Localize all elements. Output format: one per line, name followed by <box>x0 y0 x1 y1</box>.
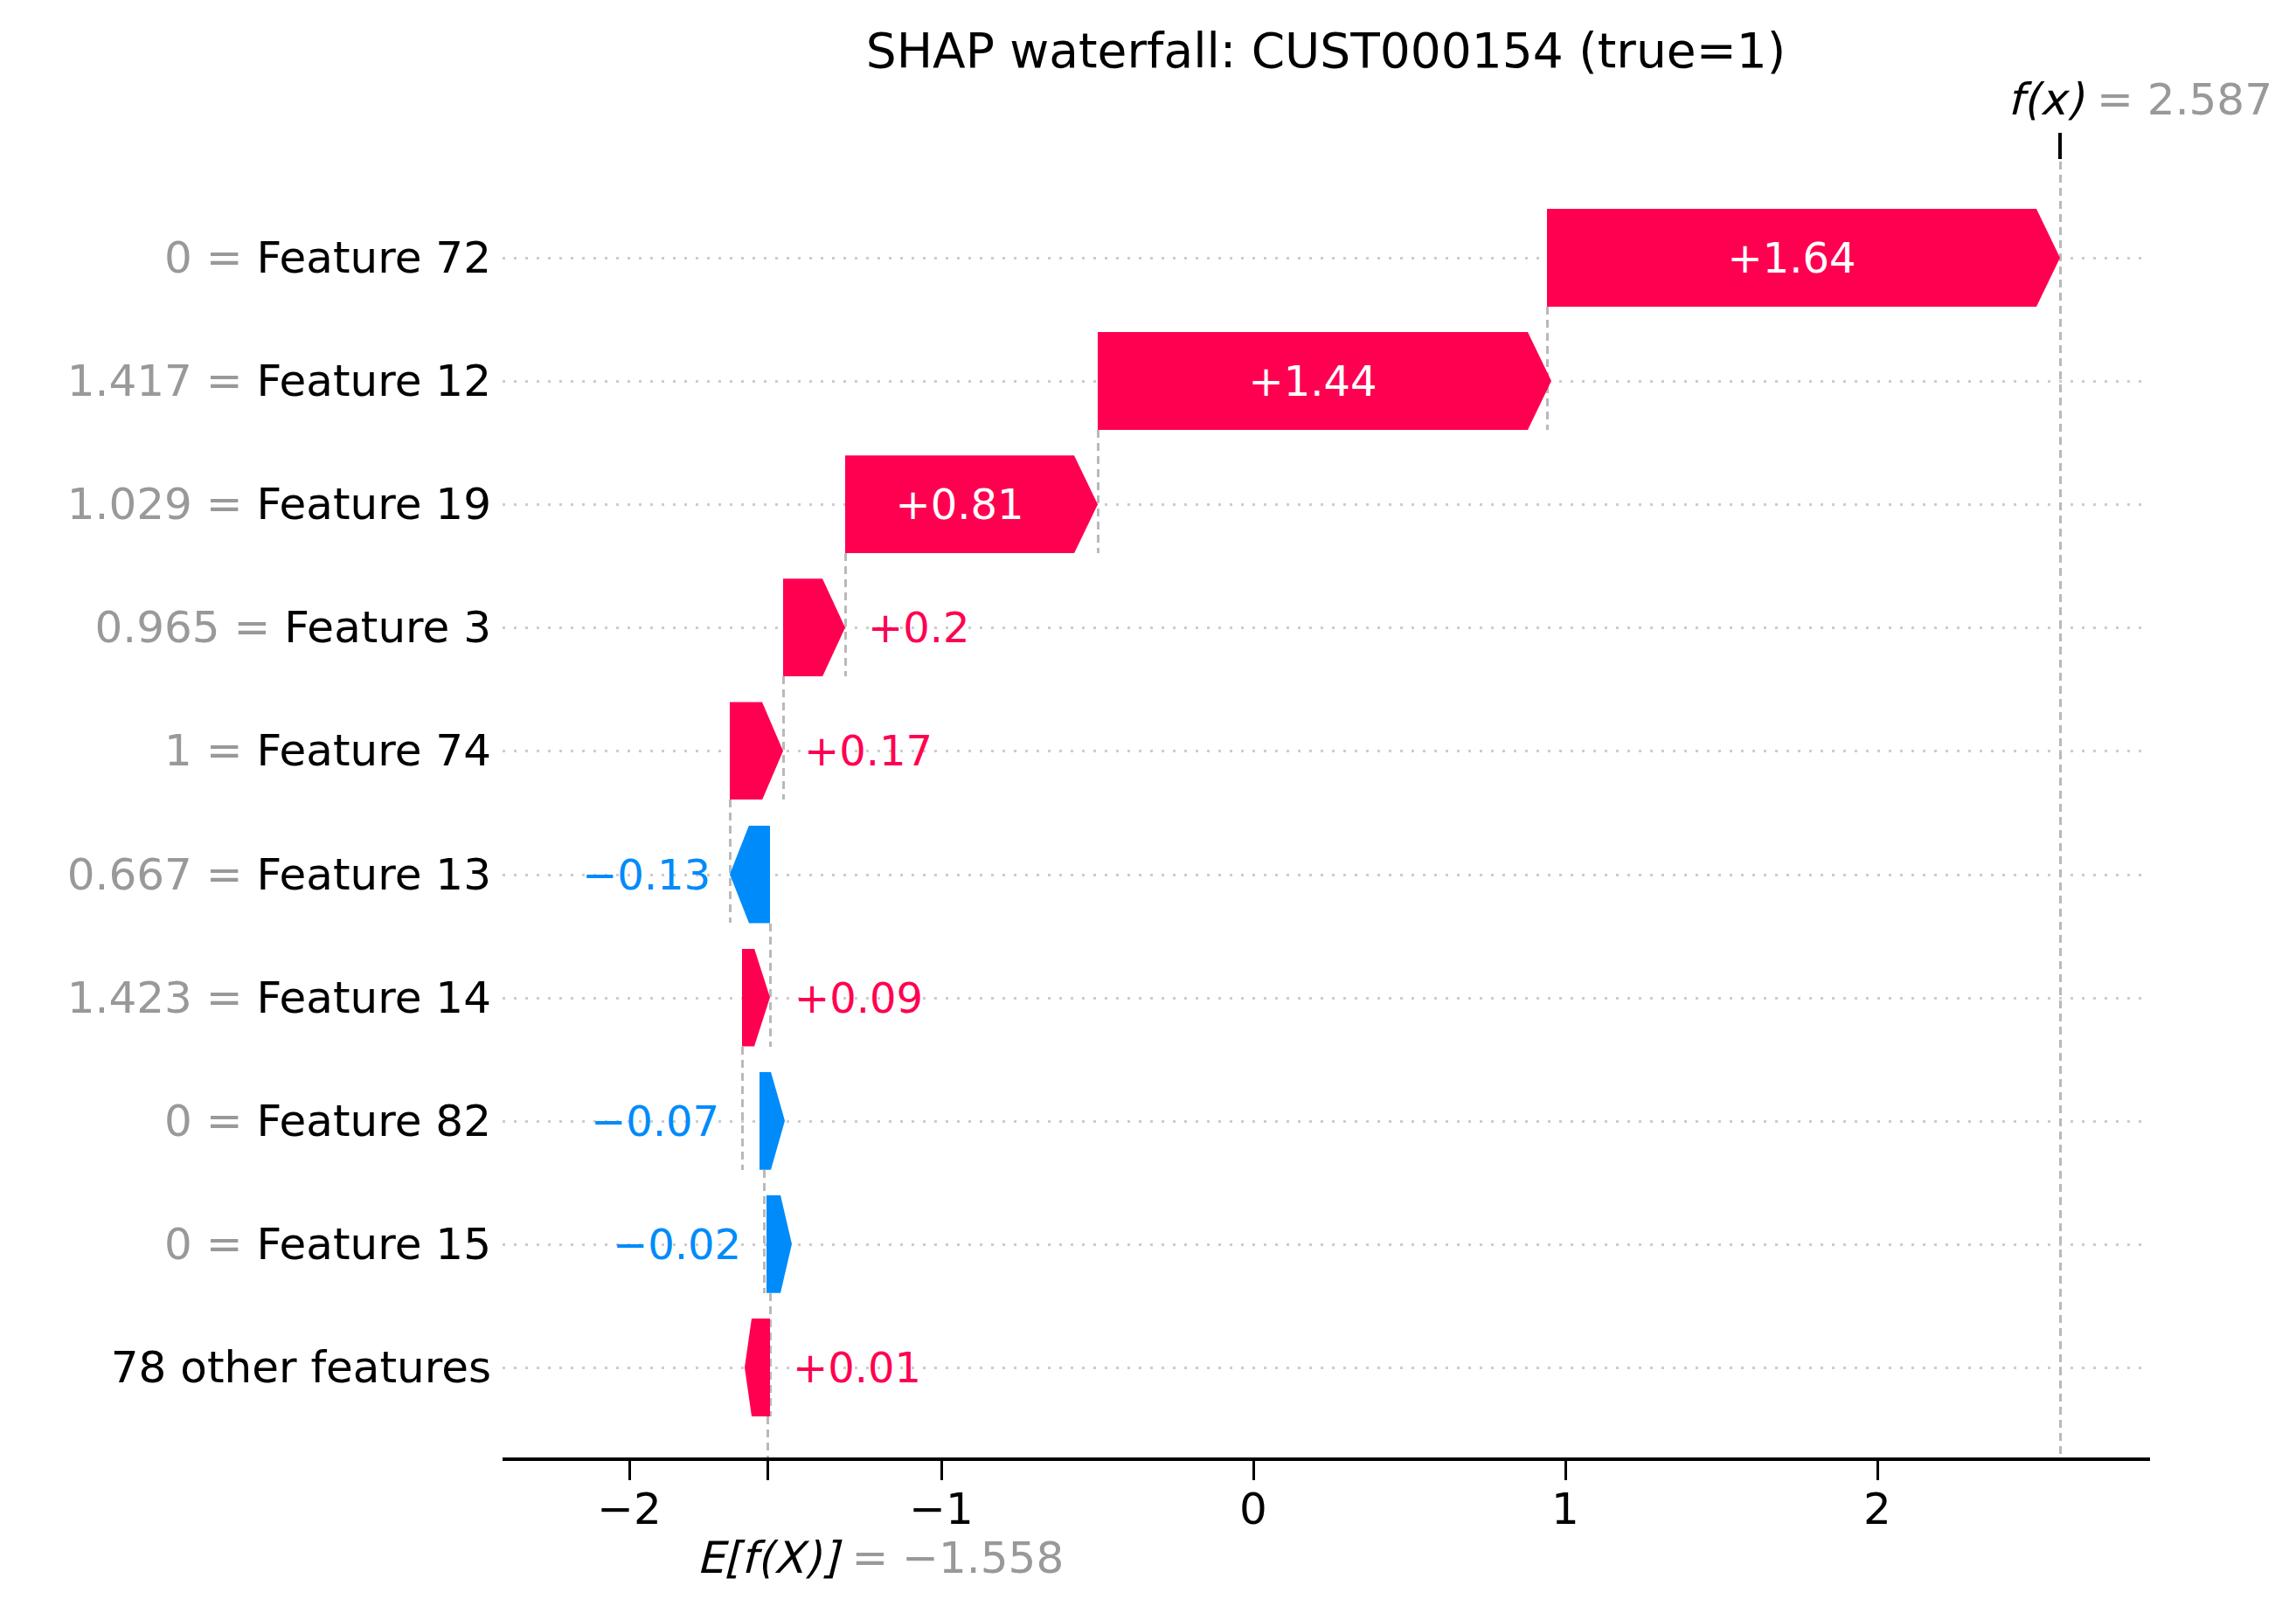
waterfall-bar-feature-82 <box>760 1072 785 1170</box>
fx-annotation: f(x) = 2.587 <box>2008 74 2272 125</box>
bar-value-label: −0.02 <box>613 1220 741 1269</box>
feature-name-text: 78 other features <box>111 1342 491 1393</box>
feature-value-text: 1.417 = <box>67 356 257 406</box>
feature-tick-label: 78 other features <box>0 1342 491 1393</box>
bar-connector-line <box>763 1170 766 1293</box>
x-axis-tick-label: 1 <box>1551 1484 1579 1534</box>
expected-value-annotation: E[f(X)] = −1.558 <box>697 1533 1064 1583</box>
fx-annotation-symbol: f(x) <box>2008 74 2083 125</box>
feature-value-text: 0.667 = <box>67 849 257 900</box>
feature-name-text: Feature 12 <box>257 356 491 406</box>
fx-tick <box>2058 133 2062 159</box>
feature-name-text: Feature 3 <box>284 602 491 653</box>
expected-value-dashed-line <box>766 1416 769 1459</box>
waterfall-bar-feature-3 <box>783 578 845 676</box>
feature-tick-label: 1.423 = Feature 14 <box>0 973 491 1023</box>
x-axis-tick-label: 2 <box>1863 1484 1891 1534</box>
feature-name-text: Feature 13 <box>257 849 491 900</box>
row-gridline <box>503 503 2146 506</box>
bar-connector-line <box>741 1047 744 1170</box>
x-axis-tick-label: 0 <box>1239 1484 1267 1534</box>
x-axis-tick-label: −2 <box>597 1484 662 1534</box>
bar-value-label: +0.81 <box>895 480 1023 529</box>
row-gridline <box>503 1120 2146 1123</box>
bar-connector-line <box>844 553 847 676</box>
feature-name-text: Feature 74 <box>257 725 491 776</box>
feature-tick-label: 0 = Feature 72 <box>0 232 491 283</box>
feature-value-text: 0 = <box>164 1096 257 1146</box>
feature-value-text: 1.029 = <box>67 479 257 530</box>
waterfall-bar-feature-15 <box>766 1195 792 1293</box>
row-gridline <box>503 626 2146 629</box>
feature-name-text: Feature 14 <box>257 973 491 1023</box>
bar-value-label: +1.44 <box>1248 357 1377 405</box>
row-gridline <box>503 1243 2146 1246</box>
bar-connector-line <box>782 676 785 800</box>
feature-tick-label: 0.667 = Feature 13 <box>0 849 491 900</box>
bar-value-label: +0.01 <box>793 1343 921 1392</box>
x-axis-tick <box>628 1461 631 1480</box>
feature-name-text: Feature 15 <box>257 1219 491 1270</box>
fx-annotation-value: = 2.587 <box>2083 74 2272 125</box>
bar-value-label: +1.64 <box>1727 233 1856 282</box>
feature-name-text: Feature 82 <box>257 1096 491 1146</box>
bar-connector-line <box>1097 430 1099 553</box>
feature-tick-label: 1 = Feature 74 <box>0 725 491 776</box>
x-axis-tick <box>1876 1461 1879 1480</box>
shap-waterfall-chart: SHAP waterfall: CUST000154 (true=1) f(x)… <box>0 0 2296 1606</box>
expected-value-number: = −1.558 <box>837 1533 1064 1583</box>
feature-value-text: 0 = <box>164 232 257 283</box>
x-axis-tick <box>1252 1461 1255 1480</box>
feature-value-text: 1 = <box>164 725 257 776</box>
bar-value-label: +0.2 <box>868 603 970 652</box>
bar-value-label: +0.17 <box>804 726 933 775</box>
waterfall-bar-feature-14 <box>742 949 770 1047</box>
fx-dashed-line <box>2059 162 2062 1459</box>
bar-connector-line <box>1546 307 1549 430</box>
chart-title: SHAP waterfall: CUST000154 (true=1) <box>866 23 1786 79</box>
waterfall-bar-feature-74 <box>730 702 783 800</box>
feature-tick-label: 0 = Feature 82 <box>0 1096 491 1146</box>
feature-tick-label: 1.029 = Feature 19 <box>0 479 491 530</box>
feature-value-text: 0 = <box>164 1219 257 1270</box>
feature-name-text: Feature 72 <box>257 232 491 283</box>
bar-value-label: +0.09 <box>794 973 923 1022</box>
x-axis-tick-label: −1 <box>909 1484 974 1534</box>
feature-tick-label: 0.965 = Feature 3 <box>0 602 491 653</box>
x-axis-line <box>503 1457 2150 1461</box>
feature-name-text: Feature 19 <box>257 479 491 530</box>
bar-value-label: −0.07 <box>591 1097 719 1146</box>
x-axis-tick <box>1564 1461 1567 1480</box>
bar-connector-line <box>729 800 732 923</box>
waterfall-bar-78-other-features <box>745 1319 770 1416</box>
waterfall-bar-feature-13 <box>730 826 770 924</box>
bar-connector-line <box>769 924 772 1047</box>
feature-value-text: 1.423 = <box>67 973 257 1023</box>
expected-value-tick <box>766 1461 769 1480</box>
x-axis-tick <box>940 1461 943 1480</box>
feature-value-text: 0.965 = <box>95 602 285 653</box>
bar-value-label: −0.13 <box>582 850 711 899</box>
feature-tick-label: 1.417 = Feature 12 <box>0 356 491 406</box>
expected-value-symbol: E[f(X)] <box>697 1533 837 1583</box>
feature-tick-label: 0 = Feature 15 <box>0 1219 491 1270</box>
